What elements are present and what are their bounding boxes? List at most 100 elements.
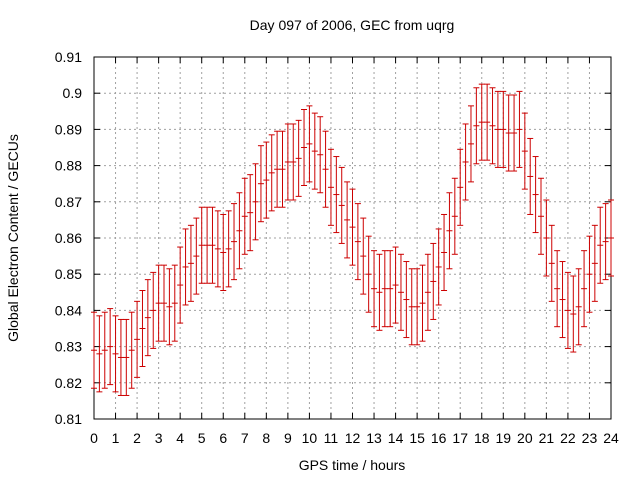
data-point xyxy=(177,246,184,324)
data-point xyxy=(257,145,264,223)
y-tick-label: 0.83 xyxy=(55,339,82,355)
data-point xyxy=(527,137,534,215)
data-point xyxy=(419,264,426,342)
data-point xyxy=(311,112,318,190)
data-point xyxy=(462,123,469,201)
data-point xyxy=(182,228,189,306)
data-point xyxy=(333,156,340,234)
x-axis-ticks: 0 1 2 3 4 5 6 7 8 9 10 11 12 13 14 15 16 17 18 19 20 21 22 23 24 xyxy=(90,57,619,446)
data-point xyxy=(225,210,232,288)
data-point xyxy=(387,250,394,328)
data-point xyxy=(279,130,286,208)
data-point xyxy=(91,311,97,389)
data-point xyxy=(284,123,291,201)
x-tick-label: 0 xyxy=(90,430,98,446)
data-point xyxy=(198,206,205,284)
data-point xyxy=(209,206,216,284)
data-point xyxy=(441,213,448,291)
data-point xyxy=(376,253,383,331)
data-point xyxy=(424,253,431,331)
data-point xyxy=(166,268,173,346)
data-point xyxy=(403,261,410,339)
data-point xyxy=(360,217,367,295)
data-point xyxy=(112,315,119,393)
x-tick-label: 7 xyxy=(241,430,249,446)
y-tick-label: 0.89 xyxy=(55,121,82,137)
data-point xyxy=(214,210,221,288)
data-point xyxy=(107,308,114,386)
x-tick-label: 20 xyxy=(517,430,533,446)
data-point xyxy=(484,83,491,161)
y-axis-ticks: 0.81 0.82 0.83 0.84 0.85 0.86 0.87 0.88 0.89 0.9 0… xyxy=(55,49,611,427)
data-point xyxy=(532,156,539,234)
y-tick-label: 0.9 xyxy=(63,85,83,101)
data-point xyxy=(193,217,200,295)
data-point xyxy=(134,300,141,378)
data-point xyxy=(435,228,442,306)
x-tick-label: 19 xyxy=(496,430,512,446)
data-point xyxy=(505,94,512,172)
x-tick-label: 11 xyxy=(324,430,339,446)
data-point xyxy=(247,174,254,252)
data-point xyxy=(397,253,404,331)
data-point xyxy=(236,192,243,270)
data-point xyxy=(349,188,356,266)
x-tick-label: 14 xyxy=(388,430,404,446)
data-point xyxy=(516,90,523,168)
y-tick-label: 0.84 xyxy=(55,302,82,318)
data-point xyxy=(564,271,571,349)
data-point xyxy=(548,224,555,302)
x-tick-label: 15 xyxy=(409,430,425,446)
data-point xyxy=(543,199,550,277)
data-point xyxy=(473,87,480,165)
data-point xyxy=(295,119,302,197)
x-tick-label: 16 xyxy=(431,430,447,446)
data-point xyxy=(365,235,372,313)
data-point xyxy=(171,264,178,342)
data-point xyxy=(274,130,281,208)
data-point xyxy=(263,141,270,219)
chart-title: Day 097 of 2006, GEC from uqrg xyxy=(250,17,455,33)
y-tick-label: 0.82 xyxy=(55,375,82,391)
data-point xyxy=(128,311,135,389)
x-tick-label: 10 xyxy=(302,430,318,446)
data-series xyxy=(91,83,614,396)
y-tick-label: 0.87 xyxy=(55,194,82,210)
data-point xyxy=(123,318,130,396)
data-point xyxy=(354,203,361,281)
data-point xyxy=(381,250,388,328)
data-point xyxy=(161,264,168,342)
data-point xyxy=(338,166,345,244)
data-point xyxy=(457,148,464,226)
data-point xyxy=(144,279,151,357)
data-point xyxy=(494,90,501,168)
data-point xyxy=(597,206,604,284)
data-point xyxy=(322,130,329,208)
data-point xyxy=(414,268,421,346)
x-tick-label: 1 xyxy=(112,430,120,446)
x-tick-label: 24 xyxy=(603,430,619,446)
data-point xyxy=(575,268,582,346)
data-point xyxy=(371,250,378,328)
x-tick-label: 2 xyxy=(133,430,141,446)
data-point xyxy=(301,108,308,187)
data-point xyxy=(290,123,297,201)
data-point xyxy=(187,224,194,302)
y-tick-label: 0.91 xyxy=(55,49,82,65)
data-point xyxy=(602,203,609,281)
data-point xyxy=(586,235,593,313)
data-point xyxy=(117,318,124,396)
x-tick-label: 21 xyxy=(539,430,555,446)
x-tick-label: 9 xyxy=(284,430,292,446)
y-tick-label: 0.86 xyxy=(55,230,82,246)
data-point xyxy=(559,261,566,339)
x-tick-label: 13 xyxy=(366,430,382,446)
data-point xyxy=(554,250,561,328)
x-tick-label: 5 xyxy=(198,430,206,446)
x-tick-label: 8 xyxy=(262,430,270,446)
data-point xyxy=(430,242,437,320)
y-tick-label: 0.88 xyxy=(55,158,82,174)
data-point xyxy=(408,268,415,346)
data-point xyxy=(306,105,313,183)
